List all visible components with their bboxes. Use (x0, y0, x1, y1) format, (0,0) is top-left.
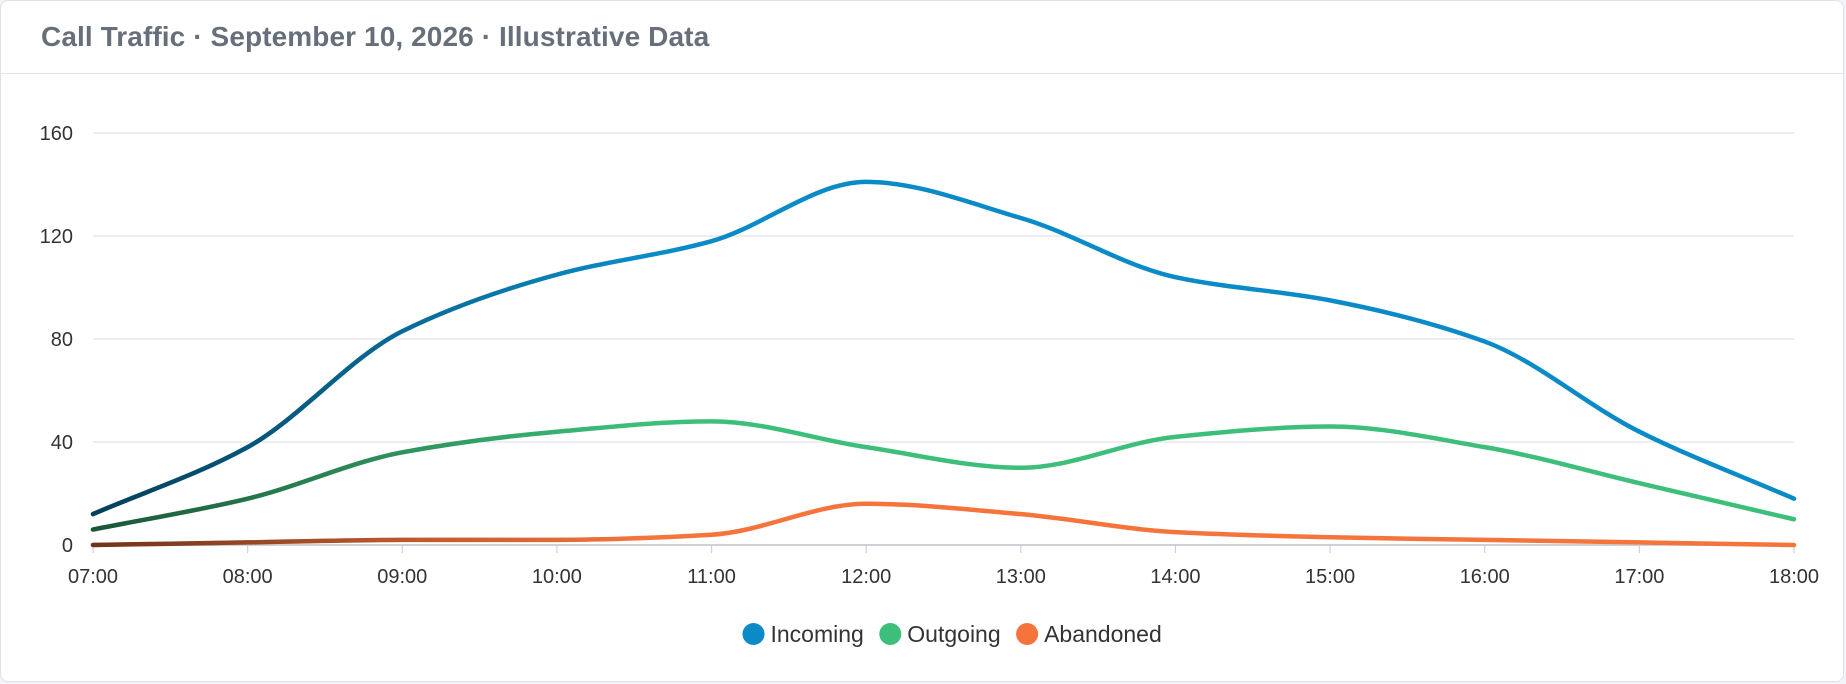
x-tick-label: 11:00 (687, 566, 736, 588)
legend-swatch-abandoned[interactable] (1016, 623, 1039, 645)
x-tick-label: 08:00 (223, 566, 273, 588)
y-axis: 0 40 80 120 160 (40, 123, 73, 557)
y-gridlines (93, 132, 1794, 546)
legend-swatch-incoming[interactable] (742, 623, 765, 645)
series-line-incoming[interactable] (90, 179, 1797, 517)
x-tick-label: 13:00 (996, 566, 1046, 588)
legend-label-incoming[interactable]: Incoming (771, 621, 864, 647)
chart-title: Call Traffic · September 10, 2026 · Illu… (41, 21, 710, 52)
legend-label-outgoing[interactable]: Outgoing (907, 621, 1000, 647)
line-chart: 0 40 80 120 160 07:00 08:00 09:00 10:00 11:00 12:… (40, 123, 1819, 647)
x-tick-label: 17:00 (1614, 566, 1664, 588)
series-line-shade-abandoned (90, 501, 1797, 548)
legend-item-outgoing[interactable]: Outgoing (879, 621, 1001, 647)
x-tick-label: 18:00 (1769, 566, 1819, 588)
series-line-shade-incoming (90, 179, 1797, 517)
legend[interactable]: Incoming Outgoing Abandoned (742, 621, 1162, 647)
legend-swatch-outgoing[interactable] (879, 623, 902, 645)
y-tick-label: 160 (40, 123, 73, 145)
y-tick-label: 0 (62, 535, 73, 557)
series-incoming[interactable] (90, 179, 1797, 517)
x-tick-label: 10:00 (532, 566, 582, 588)
legend-item-abandoned[interactable]: Abandoned (1016, 621, 1162, 647)
card-header: Call Traffic · September 10, 2026 · Illu… (1, 1, 1843, 74)
legend-label-abandoned[interactable]: Abandoned (1044, 621, 1162, 647)
series-line-shade-outgoing (90, 419, 1797, 532)
y-tick-label: 120 (40, 226, 73, 248)
x-tick-label: 09:00 (377, 566, 427, 588)
x-axis: 07:00 08:00 09:00 10:00 11:00 12:00 13:00 14:00… (68, 545, 1819, 588)
x-tick-label: 12:00 (841, 566, 891, 588)
x-tick-label: 07:00 (68, 566, 118, 588)
legend-item-incoming[interactable]: Incoming (742, 621, 864, 647)
x-tick-label: 15:00 (1305, 566, 1355, 588)
series-line-outgoing[interactable] (90, 419, 1797, 532)
series-abandoned[interactable] (90, 501, 1797, 548)
series-lines (90, 179, 1797, 548)
y-tick-label: 40 (51, 432, 73, 454)
series-outgoing[interactable] (90, 419, 1797, 532)
x-tick-label: 16:00 (1460, 566, 1510, 588)
x-tick-label: 14:00 (1150, 566, 1200, 588)
y-tick-label: 80 (51, 329, 73, 351)
